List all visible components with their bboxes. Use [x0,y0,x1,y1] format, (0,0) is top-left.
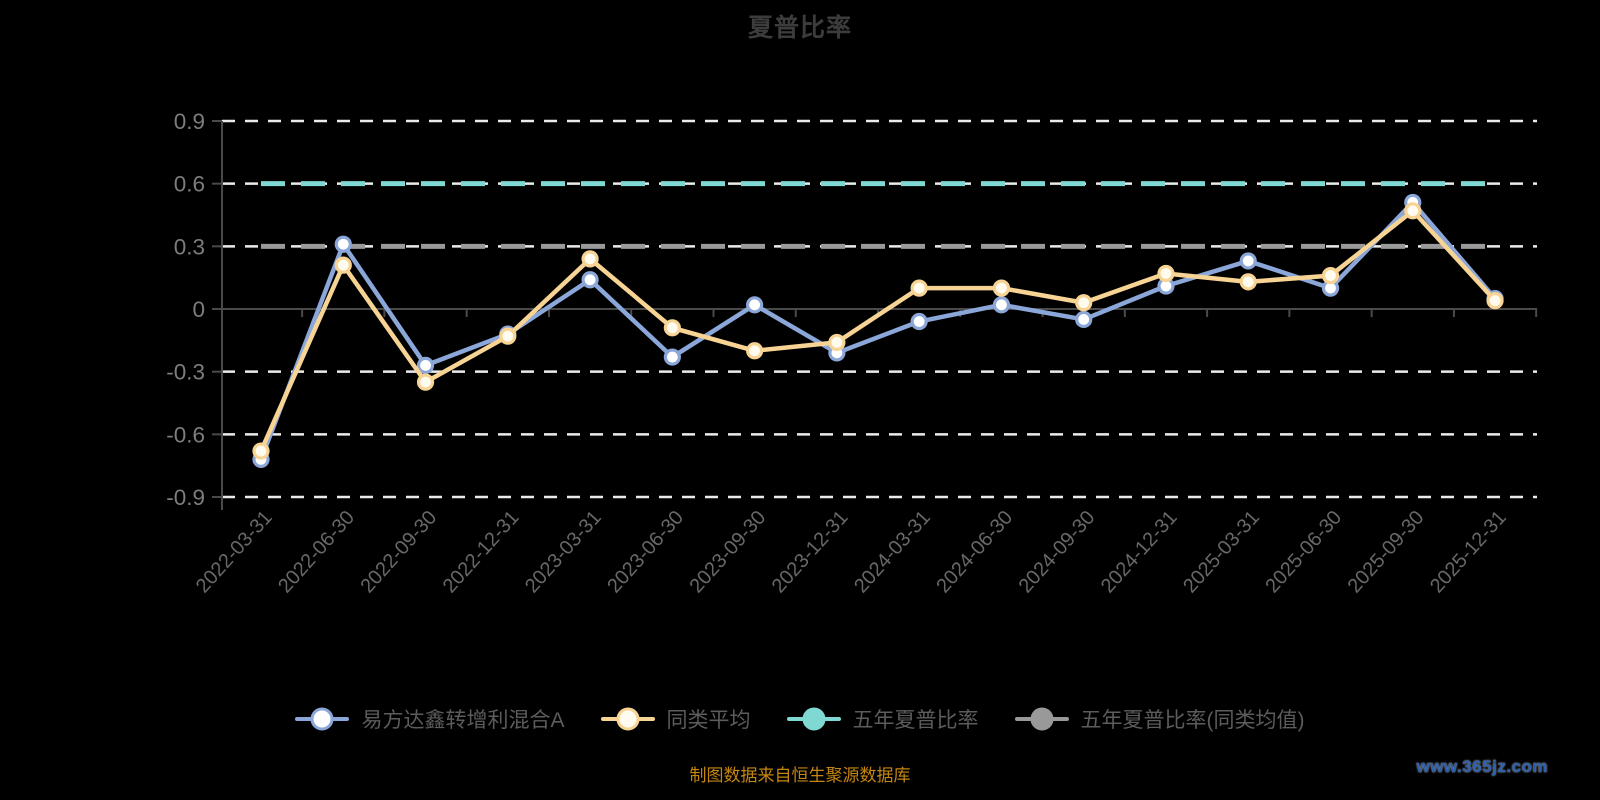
chart-legend: 易方达鑫转增利混合A 同类平均 五年夏普比率 五年夏普比率(同类均值) [0,704,1600,734]
data-point-average-2022-03-31[interactable] [252,442,270,460]
y-axis-label: 0.3 [174,234,205,259]
x-axis-label: 2022-09-30 [356,507,441,598]
data-point-average-2024-06-30[interactable] [992,279,1011,297]
x-axis-label: 2023-09-30 [686,507,771,598]
data-point-average-2022-06-30[interactable] [334,256,352,274]
legend-label: 易方达鑫转增利混合A [361,709,565,732]
x-axis-label: 2025-12-31 [1426,507,1511,598]
data-point-fund-2023-06-30[interactable] [663,348,681,366]
data-point-average-2023-06-30[interactable] [663,319,681,337]
data-point-average-2024-12-31[interactable] [1157,264,1175,283]
average-line-marker-icon [600,706,655,732]
data-point-average-2025-06-30[interactable] [1321,266,1340,285]
y-axis-label: -0.9 [166,485,205,510]
five-year-line-marker-icon [786,706,841,732]
x-axis-label: 2024-03-31 [850,507,935,598]
data-point-average-2025-03-31[interactable] [1239,273,1257,291]
x-axis-label: 2022-12-31 [439,507,524,598]
data-point-fund-2024-06-30[interactable] [992,296,1011,314]
data-point-average-2024-03-31[interactable] [910,279,928,297]
x-axis-label: 2025-03-31 [1179,507,1264,598]
x-axis-label: 2022-06-30 [274,507,359,598]
fund-line-marker-icon [295,706,350,732]
data-point-average-2022-09-30[interactable] [416,373,435,391]
x-axis-label: 2025-06-30 [1261,507,1346,598]
x-axis-label: 2024-09-30 [1015,507,1100,598]
legend-item-average[interactable]: 同类平均 [600,704,751,734]
y-axis-label: 0.6 [174,172,205,197]
x-axis-label: 2023-03-31 [521,507,606,598]
legend-item-five-year-average[interactable]: 五年夏普比率(同类均值) [1014,704,1305,734]
line-chart-canvas: 0.9 0.6 0.3 0 -0.3 -0.6 -0.92022-03-312022-06-… [166,109,1538,598]
data-point-average-2023-12-31[interactable] [828,333,846,352]
y-axis-label: -0.6 [166,422,205,447]
data-point-fund-2024-09-30[interactable] [1075,310,1093,329]
data-point-average-2024-09-30[interactable] [1075,294,1093,312]
legend-label: 同类平均 [666,709,751,732]
x-axis-label: 2025-09-30 [1344,507,1429,598]
data-point-fund-2023-09-30[interactable] [746,296,764,314]
series-line-average [258,208,1498,454]
x-axis-label: 2024-06-30 [932,507,1017,598]
data-point-average-2025-09-30[interactable] [1404,202,1422,220]
data-point-fund-2024-03-31[interactable] [910,312,928,331]
y-axis-label: 0.9 [174,109,205,134]
legend-item-fund[interactable]: 易方达鑫转增利混合A [295,704,565,734]
y-axis-label: -0.3 [166,360,205,385]
x-axis-label: 2022-03-31 [192,507,277,598]
y-axis-label: 0 [192,297,205,322]
data-source-note: 制图数据来自恒生聚源数据库 [689,766,911,785]
data-point-fund-2023-03-31[interactable] [581,271,599,289]
x-axis-label: 2023-12-31 [768,507,853,598]
series-line-fund [258,200,1498,462]
site-watermark: www.365jz.com [1416,757,1548,776]
data-point-fund-2025-03-31[interactable] [1239,252,1257,270]
data-point-average-2025-12-31[interactable] [1486,292,1504,310]
data-point-average-2022-12-31[interactable] [499,327,517,345]
data-point-average-2023-09-30[interactable] [746,342,764,360]
data-point-average-2023-03-31[interactable] [581,250,599,268]
legend-label: 五年夏普比率 [852,709,979,732]
data-point-fund-2022-09-30[interactable] [416,356,435,375]
data-point-fund-2022-06-30[interactable] [334,235,352,253]
five-year-average-line-marker-icon [1014,706,1069,732]
legend-label: 五年夏普比率(同类均值) [1080,709,1305,732]
page-title: 夏普比率 [747,14,852,42]
x-axis-label: 2024-12-31 [1097,507,1182,598]
x-axis-label: 2023-06-30 [603,507,688,598]
legend-item-five-year[interactable]: 五年夏普比率 [786,704,979,734]
